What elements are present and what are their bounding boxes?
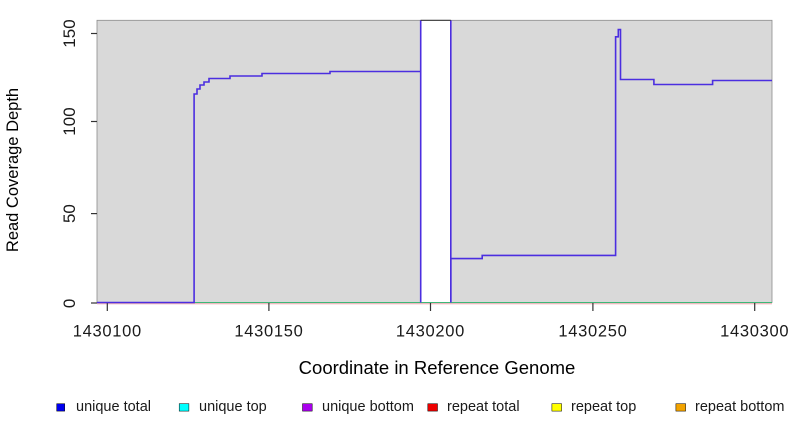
- svg-text:Read Coverage Depth: Read Coverage Depth: [4, 88, 22, 252]
- svg-text:unique top: unique top: [199, 399, 267, 415]
- svg-text:0: 0: [60, 299, 79, 308]
- svg-text:repeat bottom: repeat bottom: [695, 399, 784, 415]
- svg-text:1430150: 1430150: [234, 323, 303, 341]
- svg-text:repeat top: repeat top: [571, 399, 636, 415]
- svg-text:50: 50: [60, 204, 79, 223]
- svg-text:100: 100: [60, 107, 79, 135]
- svg-text:1430200: 1430200: [396, 323, 465, 341]
- svg-text:unique bottom: unique bottom: [322, 399, 414, 415]
- svg-text:1430250: 1430250: [558, 323, 627, 341]
- svg-text:1430100: 1430100: [73, 323, 142, 341]
- svg-text:Coordinate in Reference Genome: Coordinate in Reference Genome: [299, 357, 576, 378]
- svg-text:unique total: unique total: [76, 399, 151, 415]
- svg-text:150: 150: [60, 19, 79, 47]
- svg-text:1430300: 1430300: [720, 323, 789, 341]
- svg-text:repeat total: repeat total: [447, 399, 520, 415]
